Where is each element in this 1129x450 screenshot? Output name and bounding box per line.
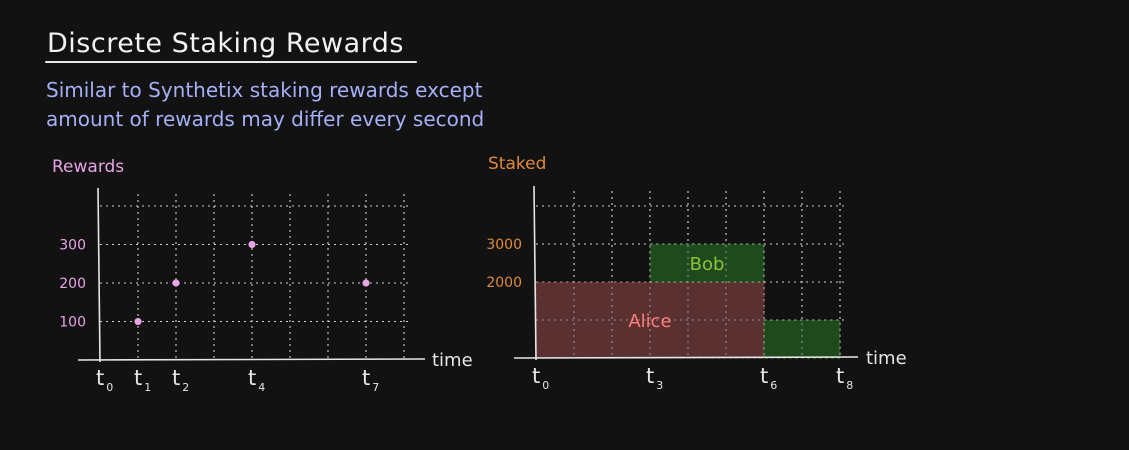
y-tick-label: 3000 — [486, 237, 522, 253]
reward-point — [172, 279, 180, 287]
y-tick-label: 100 — [59, 315, 86, 331]
subtitle-line-2: amount of rewards may differ every secon… — [46, 107, 485, 131]
y-axis-title: Rewards — [52, 157, 124, 177]
y-tick-label: 2000 — [486, 275, 522, 291]
y-axis-title: Staked — [488, 154, 546, 174]
title-underline — [45, 61, 417, 63]
y-axis — [97, 187, 101, 363]
bob-label: Bob — [690, 254, 725, 275]
x-axis-title: time — [866, 348, 907, 369]
y-tick-label: 300 — [59, 238, 86, 254]
page-title: Discrete Staking Rewards — [47, 28, 404, 59]
x-axis — [513, 356, 859, 359]
reward-point — [134, 317, 142, 326]
subtitle-line-1: Similar to Synthetix staking rewards exc… — [46, 78, 483, 102]
y-tick-label: 200 — [59, 276, 86, 292]
rewards-chart: 100 200 300 t 0 t 1 t 2 t 4 t 7 Rewards time — [52, 157, 473, 394]
x-axis-title: time — [432, 350, 473, 371]
reward-point — [362, 279, 370, 287]
y-axis — [533, 185, 537, 361]
staked-chart: Alice Bob 2000 3000 t 0 t 3 t 6 t 8 Staked time — [486, 154, 906, 392]
reward-point — [248, 240, 256, 249]
alice-label: Alice — [628, 311, 671, 332]
x-axis — [77, 358, 426, 361]
bob-stake-block — [763, 319, 841, 359]
